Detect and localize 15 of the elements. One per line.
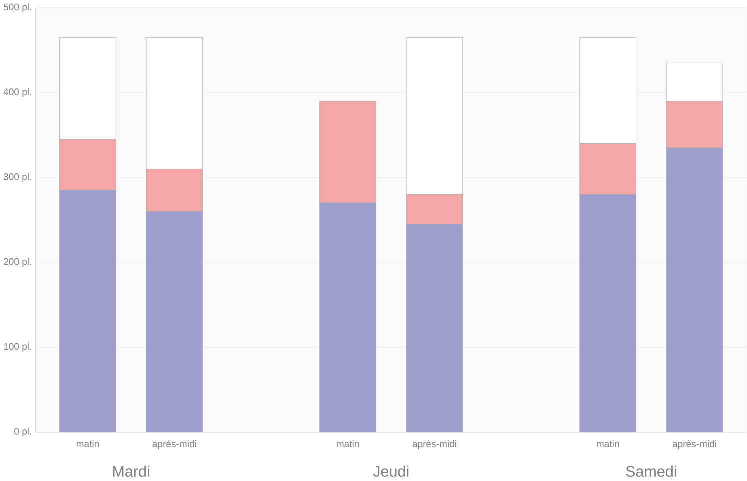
y-tick-label: 200 pl. <box>4 258 32 268</box>
x-tick-label: après-midi <box>412 440 456 450</box>
y-tick-label: 500 pl. <box>4 4 32 13</box>
text: Mardi <box>113 466 150 478</box>
x-tick-label: matin <box>76 440 100 448</box>
x-tick-label: matin <box>597 440 620 448</box>
x-tick-label: matin <box>336 440 360 448</box>
text: Samedi <box>626 466 676 478</box>
y-tick-label: 100 pl. <box>4 343 32 352</box>
x-tick-label: après-midi <box>152 440 196 450</box>
x-tick-label: après-midi <box>672 440 716 450</box>
text: Jeudi <box>373 466 409 478</box>
y-tick-label: 400 pl. <box>4 88 32 98</box>
y-tick-label: 0 pl. <box>14 428 32 438</box>
y-tick-label: 300 pl. <box>4 173 32 182</box>
